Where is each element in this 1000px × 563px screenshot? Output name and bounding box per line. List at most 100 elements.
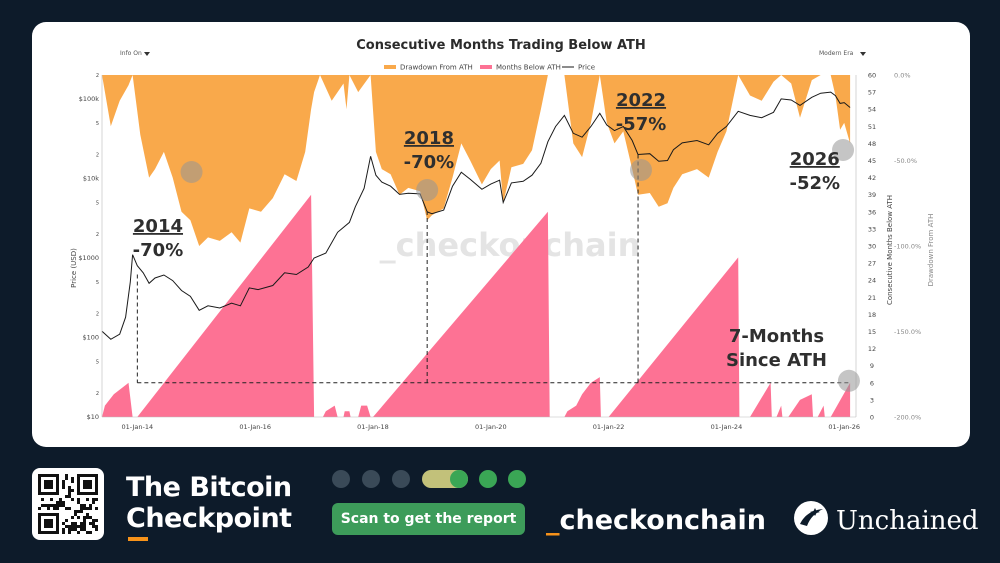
drawdown-chart: Consecutive Months Trading Below ATH Inf…	[70, 38, 935, 432]
progress-dot	[479, 470, 497, 488]
progress-pill-active	[422, 470, 468, 488]
y-axis-label-months: Consecutive Months Below ATH	[886, 195, 894, 305]
scan-report-button[interactable]: Scan to get the report	[332, 503, 525, 535]
months-tick-label: 18	[868, 311, 876, 319]
x-tick-label: 01-Jan-26	[828, 423, 860, 431]
progress-dot	[392, 470, 410, 488]
months-tick-label: 45	[868, 157, 876, 165]
brand-title-line1: The Bitcoin	[126, 472, 292, 503]
annotation-value: -70%	[404, 152, 455, 173]
x-tick-label: 01-Jan-14	[122, 423, 154, 431]
price-tick-label: $1000	[78, 254, 99, 262]
unchained-logo-icon	[794, 501, 828, 535]
drawdown-tick-label: -150.0%	[894, 328, 921, 336]
months-tick-label: 3	[870, 396, 874, 404]
annotation-label: 2018	[404, 128, 454, 149]
x-tick-label: 01-Jan-18	[357, 423, 389, 431]
brand-title-line2: Checkpoint	[126, 503, 292, 534]
months-tick-label: 60	[868, 72, 876, 80]
months-tick-label: 54	[868, 106, 876, 114]
chart-legend: Drawdown From ATH Months Below ATH Price	[384, 64, 595, 72]
annotation-value: -57%	[616, 114, 667, 135]
drawdown-tick-label: -50.0%	[894, 157, 917, 165]
highlight-circle	[416, 179, 439, 201]
months-tick-label: 48	[868, 140, 876, 148]
legend-label-drawdown: Drawdown From ATH	[400, 64, 473, 72]
price-tick-label: 5	[96, 121, 99, 127]
months-tick-label: 0	[870, 414, 874, 422]
annotation-value: -52%	[789, 173, 840, 194]
months-tick-label: 42	[868, 174, 876, 182]
price-tick-label: $10k	[83, 174, 99, 182]
months-tick-label: 30	[868, 243, 876, 251]
annotation-label: 2026	[790, 149, 840, 170]
months-tick-label: 6	[870, 379, 874, 387]
qr-code-icon	[38, 474, 98, 534]
unchained-logo-text: Unchained	[836, 506, 979, 536]
progress-dot	[362, 470, 380, 488]
drawdown-area	[102, 75, 851, 246]
x-tick-label: 01-Jan-20	[475, 423, 507, 431]
highlight-circle	[832, 139, 855, 161]
price-tick-label: 2	[96, 312, 99, 318]
dropdown-caret-icon	[144, 52, 150, 56]
annotation-label: 2022	[616, 90, 666, 111]
highlight-circle	[180, 161, 203, 183]
y-axis-label-drawdown: Drawdown From ATH	[927, 214, 935, 287]
highlight-circle	[837, 369, 860, 392]
months-tick-label: 24	[868, 277, 876, 285]
drawdown-tick-label: -200.0%	[894, 414, 921, 422]
plot-area	[101, 75, 851, 417]
brand-title: The Bitcoin Checkpoint	[126, 472, 292, 534]
drawdown-tick-label: 0.0%	[894, 72, 911, 80]
price-tick-label: 5	[96, 359, 99, 365]
price-tick-label: 2	[96, 73, 99, 79]
era-dropdown[interactable]: Modern Era	[819, 50, 866, 57]
price-tick-label: $100	[82, 333, 99, 341]
checkonchain-logo: _checkonchain	[546, 503, 766, 539]
price-tick-label: $100k	[79, 95, 100, 103]
progress-dot	[332, 470, 350, 488]
era-dropdown-label[interactable]: Modern Era	[819, 50, 854, 57]
legend-label-price: Price	[578, 64, 595, 72]
months-tick-label: 15	[868, 328, 876, 336]
checkonchain-name: checkonchain	[559, 505, 766, 536]
price-tick-label: 2	[96, 391, 99, 397]
price-tick-label: 5	[96, 280, 99, 286]
progress-pill-knob	[450, 470, 468, 488]
price-line	[101, 91, 851, 340]
x-tick-label: 01-Jan-24	[711, 423, 743, 431]
months-tick-label: 33	[868, 225, 876, 233]
progress-dot	[508, 470, 526, 488]
chart-title: Consecutive Months Trading Below ATH	[356, 38, 646, 53]
axes: 01-Jan-14 01-Jan-16 01-Jan-18 01-Jan-20 01-J…	[78, 72, 921, 432]
months-tick-label: 36	[868, 208, 876, 216]
legend-swatch-drawdown	[384, 65, 396, 69]
months-tick-label: 57	[868, 89, 876, 97]
highlight-circle	[629, 159, 652, 181]
annotation-value: -70%	[133, 240, 184, 261]
qr-code[interactable]	[32, 468, 104, 540]
x-tick-label: 01-Jan-16	[239, 423, 271, 431]
price-tick-label: $10	[87, 413, 99, 421]
months-tick-label: 21	[868, 294, 876, 302]
brand-underline	[128, 537, 148, 541]
annotations: 2014 -70% 2018 -70% 2022 -57% 2026 -52% 7-Months…	[133, 90, 860, 392]
months-tick-label: 39	[868, 191, 876, 199]
annotation-label: 7-Months	[729, 326, 824, 347]
info-on-dropdown-label[interactable]: Info On	[120, 50, 142, 57]
price-tick-label: 2	[96, 232, 99, 238]
annotation-label: 2014	[133, 216, 183, 237]
info-on-dropdown[interactable]: Info On	[120, 50, 150, 57]
months-tick-label: 27	[868, 260, 876, 268]
dropdown-caret-icon	[860, 52, 866, 56]
x-tick-label: 01-Jan-22	[593, 423, 625, 431]
months-tick-label: 12	[868, 345, 876, 353]
months-below-ath-area	[102, 194, 851, 417]
legend-label-months: Months Below ATH	[496, 64, 561, 72]
checkonchain-underscore: _	[546, 505, 560, 536]
chart-card: Consecutive Months Trading Below ATH Inf…	[32, 22, 970, 447]
months-tick-label: 51	[868, 123, 876, 131]
drawdown-tick-label: -100.0%	[894, 243, 921, 251]
price-tick-label: 2	[96, 153, 99, 159]
